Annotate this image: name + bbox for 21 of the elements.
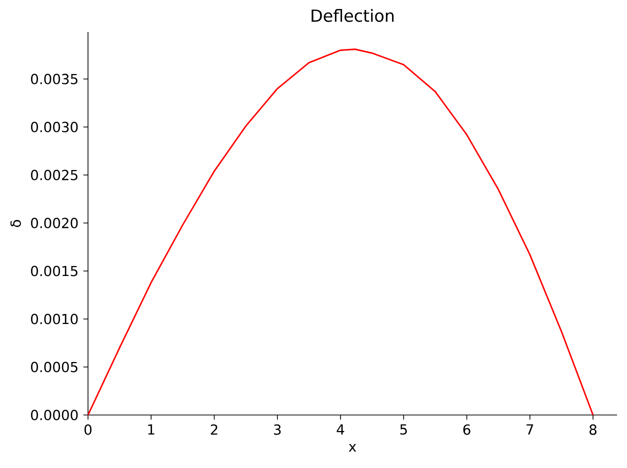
y-tick-label: 0.0010 [31,314,78,324]
x-tick-label: 7 [526,424,534,434]
y-tick-label: 0.0005 [31,362,78,372]
x-tick-label: 5 [400,424,407,435]
x-tick-label: 4 [336,424,344,434]
y-tick-label: 0.0025 [31,170,78,180]
y-tick-label: 0.0035 [31,74,78,84]
y-axis-title: δ [10,220,21,227]
x-tick-label: 0 [84,424,92,435]
y-tick-label: 0.0030 [31,122,78,132]
x-axis-title: x [348,444,356,452]
x-tick-label: 1 [148,424,154,434]
x-tick-label: 8 [590,424,596,435]
x-tick-label: 6 [463,424,470,435]
x-tick-label: 2 [210,424,218,435]
y-tick-label: 0.0015 [31,266,78,276]
chart-title: Deflection [312,9,394,22]
line-series [87,48,594,416]
y-tick-label: 0.0020 [31,218,78,228]
x-tick-label: 3 [274,424,281,435]
y-tick-label: 0.0000 [31,410,78,420]
